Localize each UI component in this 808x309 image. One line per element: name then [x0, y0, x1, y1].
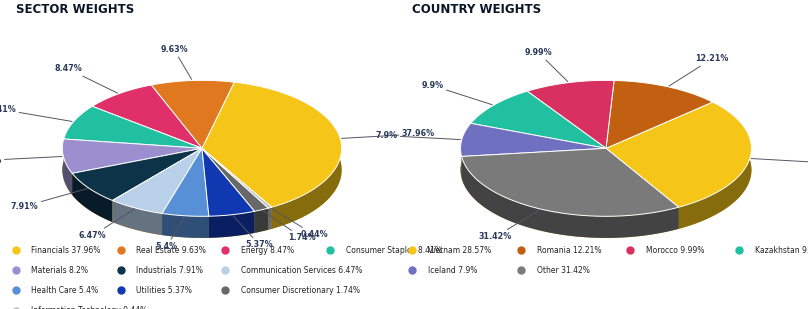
- Polygon shape: [202, 82, 342, 207]
- Text: Other 31.42%: Other 31.42%: [537, 266, 590, 275]
- Polygon shape: [162, 148, 209, 216]
- Polygon shape: [112, 201, 162, 235]
- Text: 1.74%: 1.74%: [263, 210, 316, 242]
- Text: Real Estate 9.63%: Real Estate 9.63%: [136, 246, 206, 255]
- Text: 8.47%: 8.47%: [54, 64, 117, 93]
- Text: 5.37%: 5.37%: [234, 216, 273, 249]
- Text: Communication Services 6.47%: Communication Services 6.47%: [241, 266, 362, 275]
- Polygon shape: [461, 123, 471, 178]
- Text: Consumer Staples 8.41%: Consumer Staples 8.41%: [346, 246, 441, 255]
- Text: Kazakhstan 9.9%: Kazakhstan 9.9%: [755, 246, 808, 255]
- Polygon shape: [209, 211, 255, 238]
- Polygon shape: [202, 148, 268, 211]
- Polygon shape: [62, 139, 72, 195]
- Text: Iceland 7.9%: Iceland 7.9%: [428, 266, 478, 275]
- Polygon shape: [461, 123, 606, 156]
- Polygon shape: [461, 148, 679, 216]
- Text: Energy 8.47%: Energy 8.47%: [241, 246, 294, 255]
- Text: 9.63%: 9.63%: [160, 45, 191, 79]
- Polygon shape: [234, 82, 342, 229]
- Text: COUNTRY WEIGHTS: COUNTRY WEIGHTS: [412, 3, 541, 16]
- Polygon shape: [92, 85, 202, 148]
- Text: 7.91%: 7.91%: [11, 188, 87, 211]
- Polygon shape: [202, 148, 271, 208]
- Polygon shape: [606, 102, 751, 207]
- Polygon shape: [461, 102, 751, 238]
- Text: Health Care 5.4%: Health Care 5.4%: [32, 286, 99, 295]
- Text: 8.41%: 8.41%: [0, 105, 72, 121]
- Text: 7.9%: 7.9%: [376, 131, 461, 140]
- Polygon shape: [679, 102, 751, 229]
- Text: 12.21%: 12.21%: [669, 54, 729, 86]
- Text: Materials 8.2%: Materials 8.2%: [32, 266, 88, 275]
- Text: 37.96%: 37.96%: [342, 129, 435, 138]
- Text: Morocco 9.99%: Morocco 9.99%: [646, 246, 705, 255]
- Text: Financials 37.96%: Financials 37.96%: [32, 246, 101, 255]
- Text: Information Technology 0.44%: Information Technology 0.44%: [32, 306, 148, 309]
- Text: Consumer Discretionary 1.74%: Consumer Discretionary 1.74%: [241, 286, 360, 295]
- Polygon shape: [268, 207, 271, 230]
- Text: 8.2%: 8.2%: [0, 156, 62, 165]
- Text: Romania 12.21%: Romania 12.21%: [537, 246, 602, 255]
- Polygon shape: [151, 80, 234, 148]
- Text: Vietnam 28.57%: Vietnam 28.57%: [428, 246, 491, 255]
- Text: 5.4%: 5.4%: [156, 217, 184, 251]
- Polygon shape: [72, 148, 202, 201]
- Polygon shape: [62, 102, 342, 238]
- Polygon shape: [62, 139, 202, 173]
- Text: Utilities 5.37%: Utilities 5.37%: [136, 286, 192, 295]
- Text: Industrials 7.91%: Industrials 7.91%: [136, 266, 203, 275]
- Polygon shape: [72, 173, 112, 222]
- Polygon shape: [112, 148, 202, 214]
- Polygon shape: [202, 148, 255, 216]
- Text: 31.42%: 31.42%: [479, 210, 540, 241]
- Text: 6.47%: 6.47%: [79, 209, 135, 240]
- Polygon shape: [471, 91, 606, 148]
- Polygon shape: [606, 80, 713, 148]
- Polygon shape: [255, 208, 268, 233]
- Polygon shape: [64, 106, 202, 148]
- Text: 9.99%: 9.99%: [524, 48, 568, 82]
- Text: SECTOR WEIGHTS: SECTOR WEIGHTS: [16, 3, 134, 16]
- Polygon shape: [461, 156, 679, 238]
- Polygon shape: [162, 214, 209, 238]
- Text: 28.57%: 28.57%: [751, 159, 808, 167]
- Text: 9.9%: 9.9%: [422, 81, 492, 105]
- Text: 0.44%: 0.44%: [271, 208, 328, 239]
- Polygon shape: [528, 80, 614, 148]
